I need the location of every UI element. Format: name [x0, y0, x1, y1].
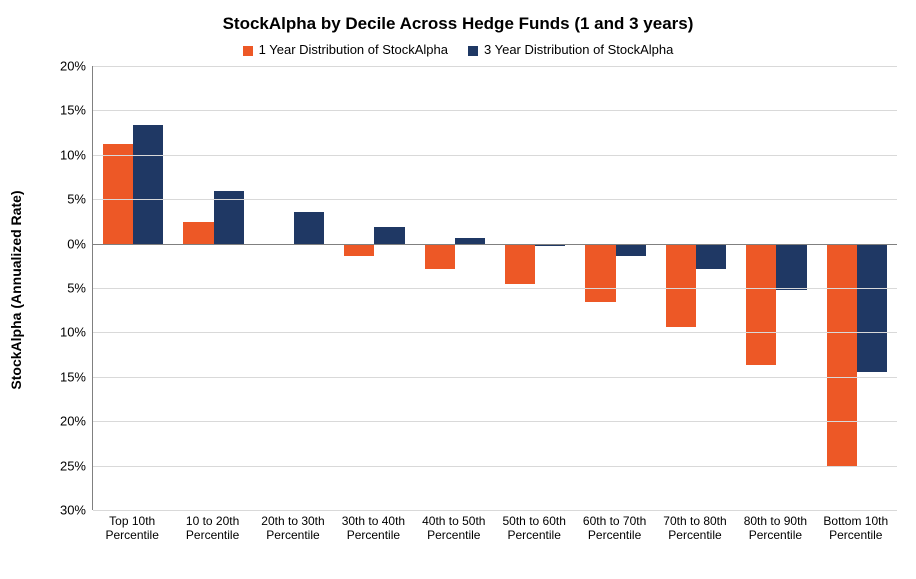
- x-tick-label: Top 10thPercentile: [92, 514, 172, 543]
- x-tick-label: 40th to 50thPercentile: [414, 514, 494, 543]
- gridline: [93, 332, 897, 333]
- bar: [696, 244, 726, 270]
- gridline: [93, 377, 897, 378]
- x-tick-label: 20th to 30thPercentile: [253, 514, 333, 543]
- legend-swatch: [468, 46, 478, 56]
- x-tick-label: Bottom 10thPercentile: [816, 514, 896, 543]
- legend-item: 1 Year Distribution of StockAlpha: [243, 42, 448, 57]
- bar: [746, 244, 776, 366]
- bar: [103, 144, 133, 243]
- bar: [585, 244, 615, 303]
- y-tick-label: 15%: [26, 369, 86, 384]
- y-tick-label: 5%: [26, 192, 86, 207]
- gridline: [93, 466, 897, 467]
- y-tick-label: 10%: [26, 147, 86, 162]
- zero-line: [93, 244, 897, 245]
- bar: [666, 244, 696, 327]
- chart-container: StockAlpha by Decile Across Hedge Funds …: [0, 0, 916, 579]
- x-tick-label: 80th to 90thPercentile: [735, 514, 815, 543]
- y-tick-label: 30%: [26, 503, 86, 518]
- bar: [857, 244, 887, 373]
- gridline: [93, 288, 897, 289]
- x-tick-label: 30th to 40thPercentile: [333, 514, 413, 543]
- legend: 1 Year Distribution of StockAlpha 3 Year …: [0, 42, 916, 57]
- bar: [425, 244, 455, 270]
- bar: [294, 212, 324, 244]
- gridline: [93, 155, 897, 156]
- bar: [344, 244, 374, 256]
- legend-label: 3 Year Distribution of StockAlpha: [484, 42, 673, 57]
- bar: [374, 227, 404, 244]
- y-axis-label: StockAlpha (Annualized Rate): [8, 190, 24, 389]
- bar: [133, 125, 163, 244]
- gridline: [93, 110, 897, 111]
- x-tick-label: 70th to 80thPercentile: [655, 514, 735, 543]
- gridline: [93, 66, 897, 67]
- y-tick-label: 0%: [26, 236, 86, 251]
- y-tick-label: 15%: [26, 103, 86, 118]
- y-tick-label: 20%: [26, 59, 86, 74]
- y-tick-label: 20%: [26, 414, 86, 429]
- bar: [776, 244, 806, 290]
- legend-label: 1 Year Distribution of StockAlpha: [259, 42, 448, 57]
- bar: [183, 222, 213, 243]
- chart-title: StockAlpha by Decile Across Hedge Funds …: [0, 14, 916, 34]
- x-tick-label: 60th to 70thPercentile: [574, 514, 654, 543]
- legend-swatch: [243, 46, 253, 56]
- x-tick-label: 50th to 60thPercentile: [494, 514, 574, 543]
- y-tick-label: 5%: [26, 281, 86, 296]
- x-axis-labels: Top 10thPercentile10 to 20thPercentile20…: [92, 514, 896, 564]
- y-tick-label: 25%: [26, 458, 86, 473]
- gridline: [93, 199, 897, 200]
- legend-item: 3 Year Distribution of StockAlpha: [468, 42, 673, 57]
- y-tick-label: 10%: [26, 325, 86, 340]
- bar: [616, 244, 646, 256]
- gridline: [93, 510, 897, 511]
- x-tick-label: 10 to 20thPercentile: [172, 514, 252, 543]
- plot-area: [92, 66, 897, 510]
- bar: [505, 244, 535, 284]
- gridline: [93, 421, 897, 422]
- bar: [827, 244, 857, 468]
